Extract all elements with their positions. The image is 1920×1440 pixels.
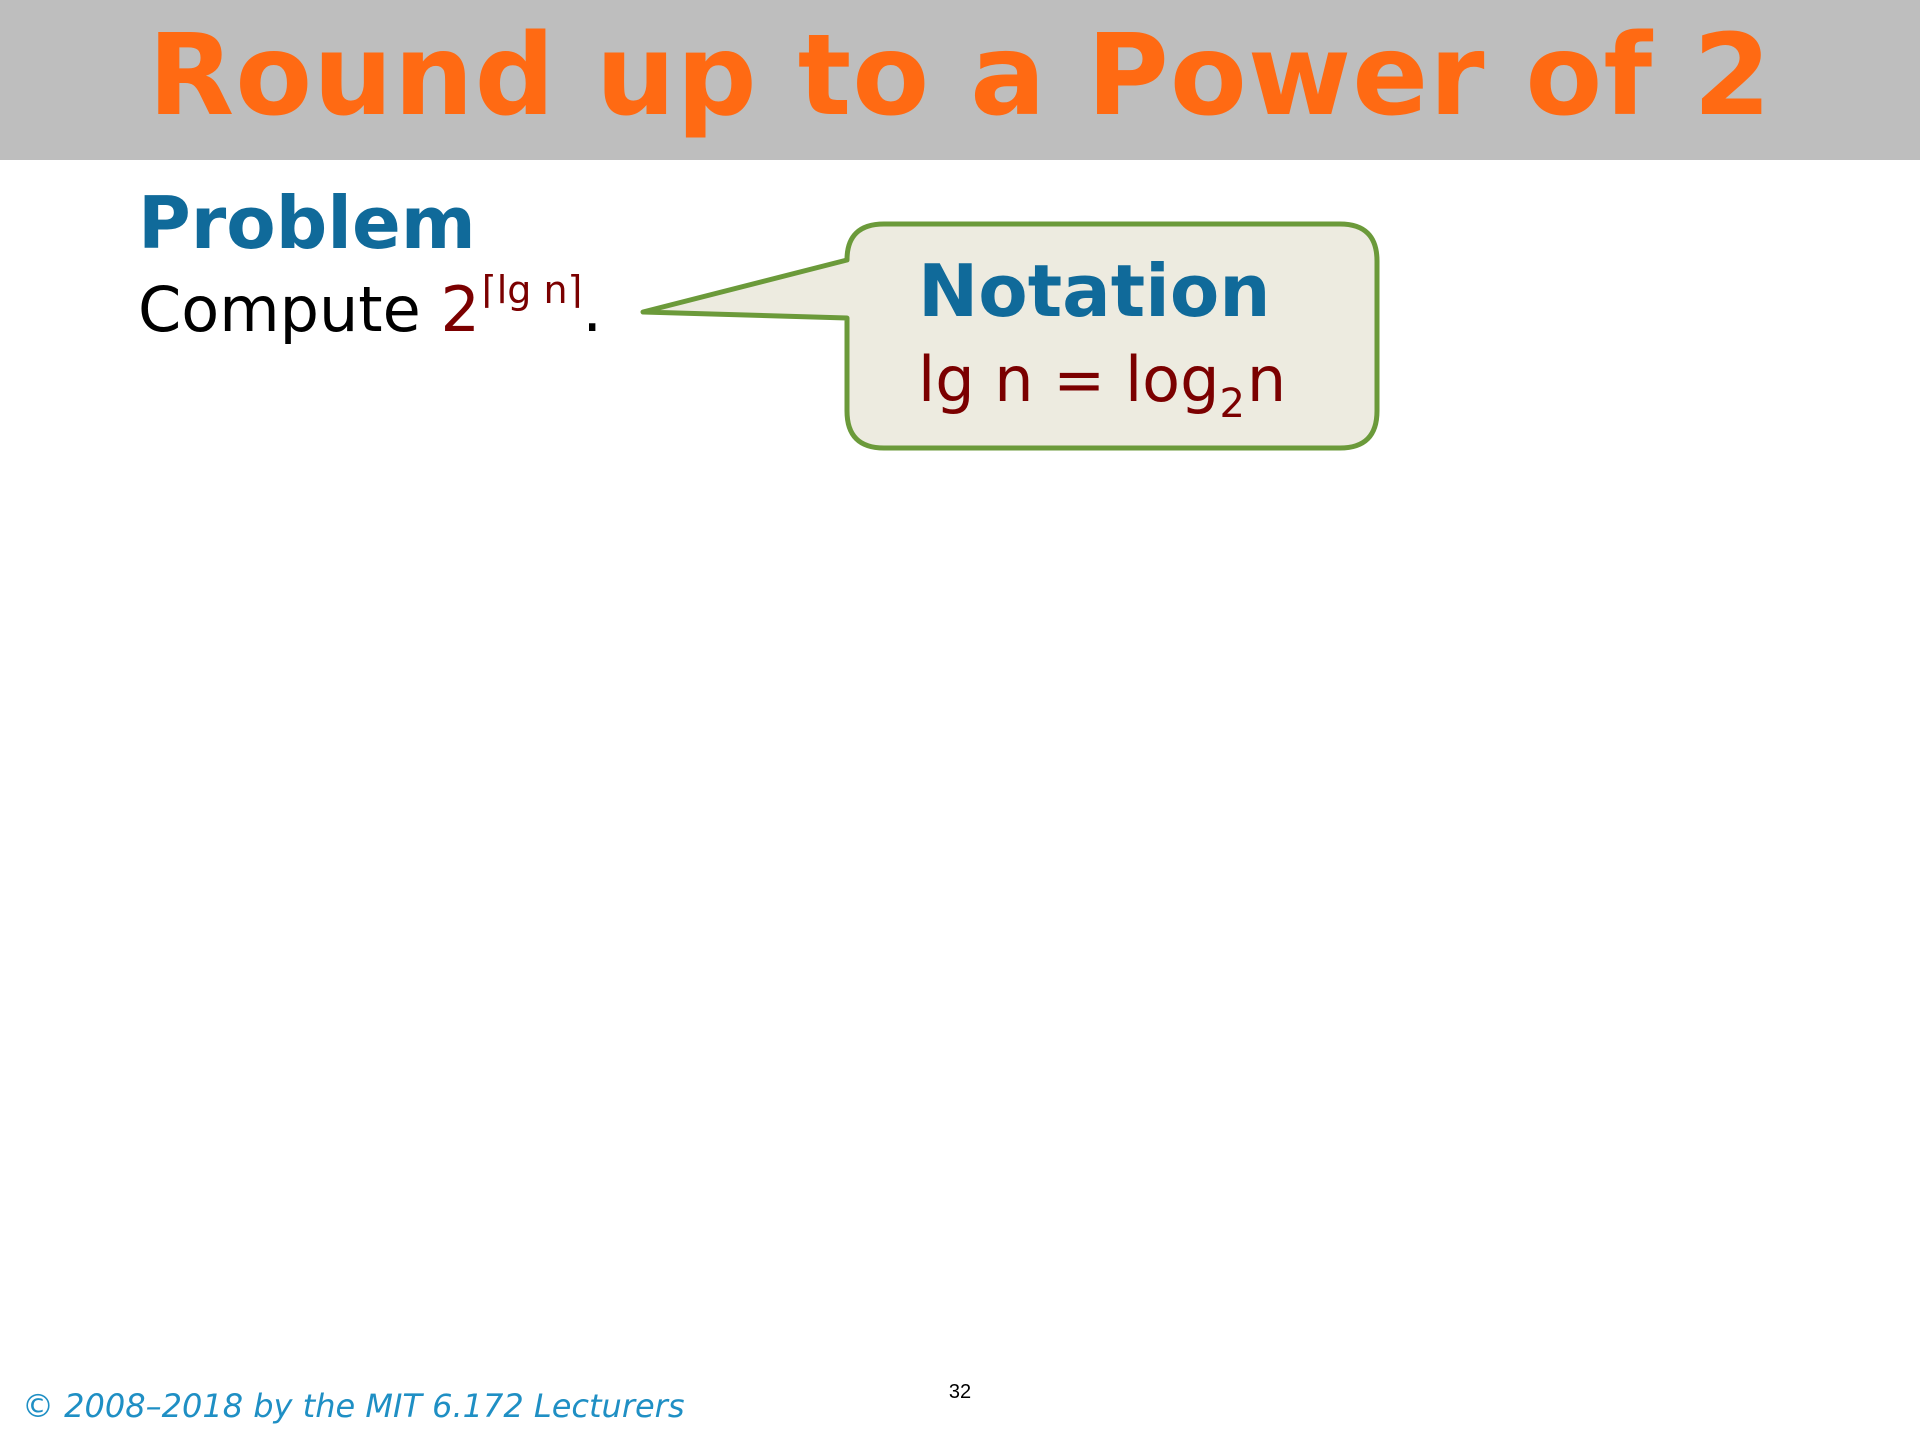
- power-base: 2: [440, 273, 480, 346]
- notation-lhs: lg n = log: [918, 343, 1220, 416]
- slide-title: Round up to a Power of 2: [147, 11, 1773, 141]
- problem-text: Compute: [138, 273, 441, 346]
- notation-rhs: n: [1246, 343, 1287, 416]
- problem-period: .: [582, 273, 603, 346]
- notation-heading: Notation: [918, 249, 1271, 333]
- notation-formula: lg n = log2n: [918, 340, 1286, 428]
- copyright-footer: © 2008–2018 by the MIT 6.172 Lecturers: [22, 1387, 685, 1425]
- notation-subscript: 2: [1219, 381, 1245, 427]
- problem-statement: Compute 2⌈lg n⌉.: [138, 268, 603, 356]
- problem-heading: Problem: [138, 181, 476, 265]
- title-bar: [0, 0, 1920, 160]
- power-exponent: ⌈lg n⌉: [481, 268, 583, 312]
- page-number: 32: [948, 1381, 972, 1403]
